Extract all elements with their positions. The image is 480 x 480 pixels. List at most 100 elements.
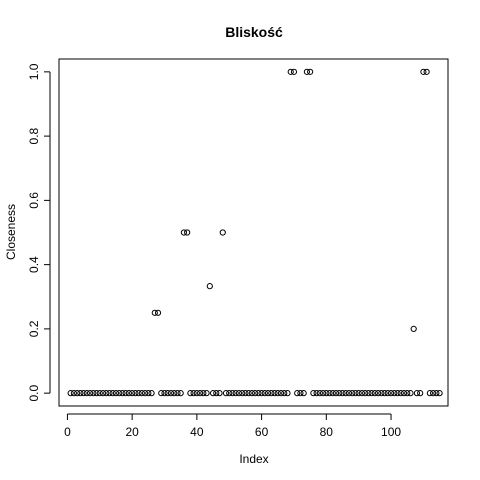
data-point <box>436 390 443 397</box>
y-axis: 0.0 0.2 0.4 0.6 0.8 1.0 <box>27 63 51 401</box>
x-axis: 0 20 40 60 80 100 <box>64 413 401 439</box>
data-point <box>164 390 171 397</box>
data-point <box>187 390 194 397</box>
data-point <box>93 390 100 397</box>
data-point <box>290 68 298 75</box>
y-tick-label: 0.0 <box>27 384 41 401</box>
data-point <box>378 390 385 397</box>
data-point <box>394 390 401 397</box>
data-point <box>342 390 349 397</box>
data-point <box>103 390 110 397</box>
data-point <box>216 390 223 397</box>
data-point <box>407 390 414 397</box>
data-points <box>67 68 443 397</box>
x-tick-label: 60 <box>255 425 269 439</box>
data-point <box>158 390 165 397</box>
data-point <box>193 390 200 397</box>
data-point <box>151 309 158 316</box>
x-tick-label: 0 <box>64 425 71 439</box>
data-point <box>77 390 84 397</box>
data-point <box>209 390 217 397</box>
data-point <box>387 390 395 397</box>
data-point <box>70 390 77 397</box>
x-tick-label: 100 <box>381 425 401 439</box>
data-point <box>86 390 94 397</box>
data-point <box>281 390 288 397</box>
data-point <box>119 390 126 397</box>
data-point <box>197 390 204 397</box>
data-point <box>74 390 81 397</box>
data-point <box>326 390 333 397</box>
data-point <box>106 390 113 397</box>
data-point <box>420 68 427 75</box>
data-point <box>339 390 346 397</box>
data-point <box>365 390 372 397</box>
data-point <box>300 390 307 397</box>
data-point <box>177 390 184 397</box>
plot-area-border <box>58 58 449 407</box>
data-point <box>248 390 255 397</box>
data-point <box>307 68 314 75</box>
data-point <box>371 390 378 397</box>
data-point <box>200 390 207 397</box>
data-point <box>96 390 103 397</box>
data-point <box>190 390 197 397</box>
data-point <box>297 390 304 397</box>
y-tick-label: 1.0 <box>27 63 41 80</box>
data-point <box>171 390 178 397</box>
data-point <box>329 390 336 397</box>
data-point <box>83 390 90 397</box>
data-point <box>391 390 398 397</box>
data-point <box>274 390 281 397</box>
data-point <box>226 390 233 397</box>
data-point <box>336 390 343 397</box>
data-point <box>99 390 107 397</box>
data-point <box>287 68 294 75</box>
data-point <box>222 390 230 397</box>
data-point <box>368 390 375 397</box>
y-tick-label: 0.4 <box>27 256 41 273</box>
data-point <box>239 390 246 397</box>
data-point <box>67 390 74 397</box>
data-point <box>135 390 142 397</box>
data-point <box>145 390 152 397</box>
data-point <box>417 390 424 397</box>
data-point <box>303 68 310 75</box>
data-point <box>132 390 139 397</box>
data-point <box>384 390 391 397</box>
data-point <box>213 390 220 397</box>
data-point <box>413 390 421 397</box>
data-point <box>203 390 210 397</box>
data-point <box>138 390 145 397</box>
data-point <box>358 390 366 397</box>
data-point <box>352 390 359 397</box>
data-point <box>116 390 123 397</box>
data-point <box>167 390 175 397</box>
data-point <box>129 390 136 397</box>
data-point <box>316 390 323 397</box>
data-point <box>277 390 285 397</box>
data-point <box>319 390 327 397</box>
y-tick-label: 0.6 <box>27 192 41 209</box>
y-tick-label: 0.2 <box>27 320 41 337</box>
data-point <box>232 390 239 397</box>
data-point <box>245 390 252 397</box>
data-point <box>261 390 268 397</box>
data-point <box>430 390 437 397</box>
data-point <box>362 390 369 397</box>
data-point <box>397 390 404 397</box>
data-point <box>255 390 262 397</box>
x-tick-label: 40 <box>190 425 204 439</box>
data-point <box>310 390 317 397</box>
data-point <box>122 390 129 397</box>
data-point <box>80 390 87 397</box>
data-point <box>323 390 330 397</box>
data-point <box>148 390 155 397</box>
x-axis-label: Index <box>239 452 268 466</box>
data-point <box>410 325 417 332</box>
data-point <box>180 229 188 236</box>
data-point <box>426 390 433 397</box>
data-point <box>161 390 168 397</box>
data-point <box>109 390 116 397</box>
